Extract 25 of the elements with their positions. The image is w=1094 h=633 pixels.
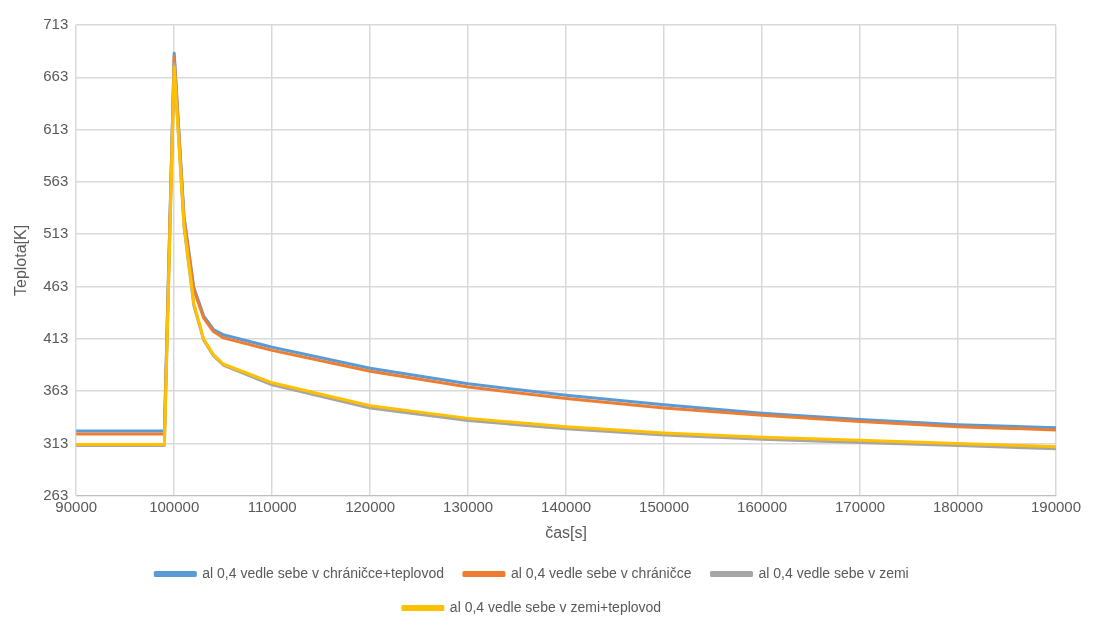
x-tick-label: 150000 [639, 497, 690, 515]
y-tick-label: 413 [43, 329, 69, 347]
y-tick-label: 463 [43, 276, 69, 294]
y-tick-label: 363 [43, 381, 69, 399]
x-axis-title: čas[s] [545, 523, 588, 541]
x-tick-label: 180000 [932, 497, 984, 515]
y-tick-label: 313 [43, 433, 69, 451]
x-tick-label: 140000 [541, 497, 592, 515]
x-tick-label: 100000 [149, 497, 200, 515]
y-tick-label: 513 [43, 224, 69, 242]
y-tick-label: 713 [43, 15, 69, 33]
y-tick-label: 563 [43, 172, 69, 190]
x-tick-label: 160000 [737, 497, 788, 515]
x-tick-label: 130000 [443, 497, 494, 515]
legend-label: al 0,4 vedle sebe v chráničce+teplovod [202, 564, 444, 581]
x-tick-label: 170000 [835, 497, 886, 515]
legend-label: al 0,4 vedle sebe v chráničce [510, 564, 692, 581]
x-tick-label: 190000 [1030, 497, 1082, 515]
y-axis-title: Teplota[K] [12, 224, 30, 296]
x-tick-label: 110000 [247, 497, 297, 515]
legend-label: al 0,4 vedle sebe v zemi [758, 564, 909, 581]
legend-label: al 0,4 vedle sebe v zemi+teplovod [449, 598, 662, 615]
x-tick-label: 120000 [345, 497, 396, 515]
y-tick-label: 613 [43, 119, 69, 137]
y-tick-label: 663 [43, 67, 69, 85]
